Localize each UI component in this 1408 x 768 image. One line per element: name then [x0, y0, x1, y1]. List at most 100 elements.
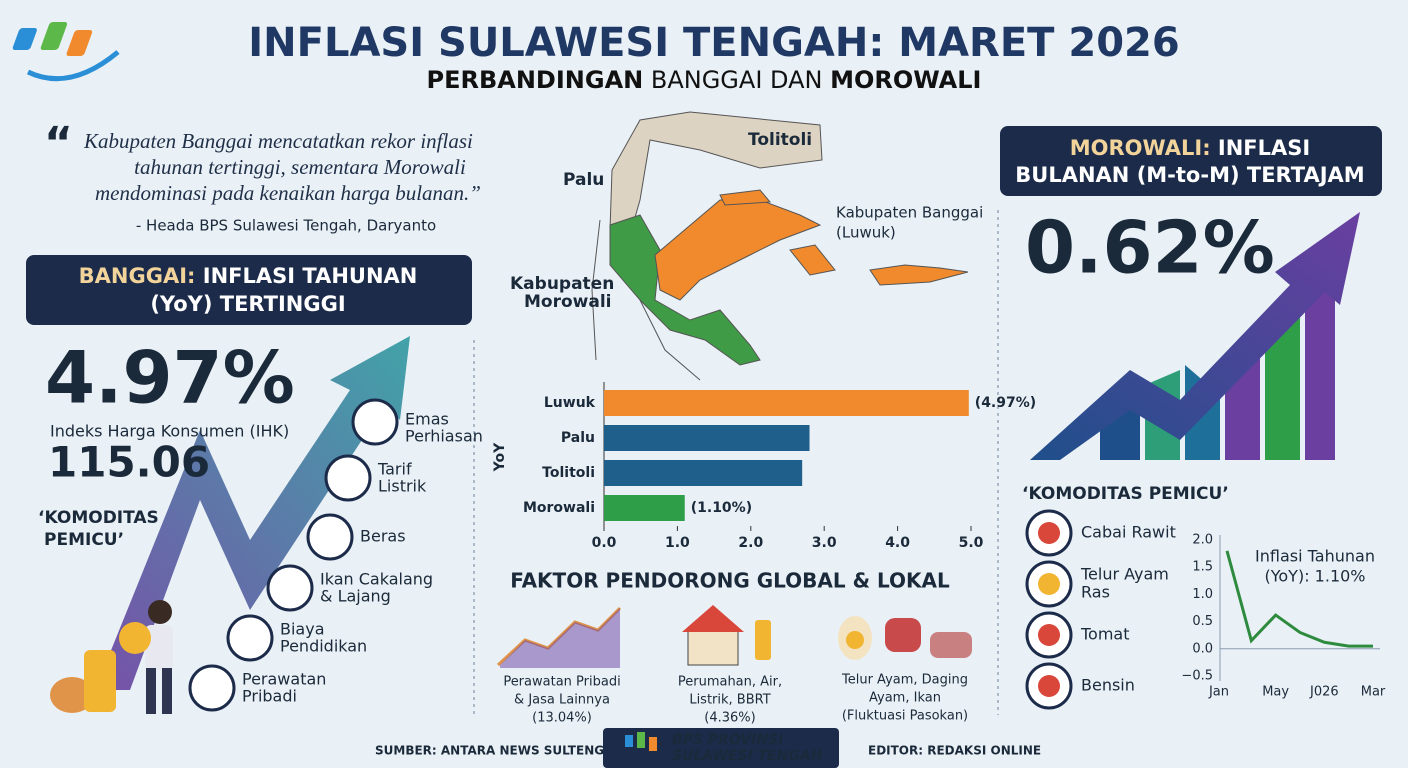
commodity-icon [266, 564, 314, 612]
commodity-label: Bensin [1081, 676, 1135, 695]
x-tick-label: May [1262, 685, 1289, 700]
bar [604, 390, 969, 416]
person-illustration [50, 600, 173, 714]
y-tick-label: −0.5 [1181, 669, 1213, 684]
commodity-label: Perawatan [242, 670, 326, 689]
commodity-label: Ras [1081, 583, 1110, 602]
commodity-icon-fill [1038, 675, 1060, 697]
footer-logo-box [603, 728, 839, 768]
commodities-title: ‘KOMODITAS PEMICU’ [1022, 484, 1229, 504]
ihk-value: 115.06 [48, 438, 210, 487]
morowali-heading: BULANAN (M-to-M) TERTAJAM [1015, 163, 1364, 187]
commodity-label: Emas [405, 410, 449, 429]
commodity-label: Tomat [1080, 625, 1130, 644]
map-label: (Luwuk) [836, 224, 896, 242]
factor-text: Perumahan, Air, [678, 675, 782, 690]
footer-logo-mark [625, 732, 657, 751]
map-label: Morowali [524, 292, 612, 312]
commodity-icon [351, 398, 399, 446]
x-tick-label: Jan [1208, 685, 1229, 700]
commodity-label: Listrik [378, 477, 427, 496]
map-label: Kabupaten [510, 274, 614, 294]
commodity-label: Telur Ayam [1080, 565, 1169, 584]
x-tick-label: 5.0 [959, 535, 984, 551]
title: INFLASI SULAWESI TENGAH: MARET 2026 [248, 20, 1179, 66]
y-tick-label: 1.0 [1192, 587, 1213, 602]
trend-arrow [95, 336, 410, 690]
commodity-label: Pribadi [242, 687, 297, 706]
commodity-label: Pendidikan [280, 637, 367, 656]
x-tick-label: 4.0 [885, 535, 910, 551]
commodities-title: PEMICU’ [44, 530, 124, 550]
footer-editor: EDITOR: REDAKSI ONLINE [868, 744, 1041, 758]
banggai-heading: BANGGAI: INFLASI TAHUNAN [79, 264, 418, 288]
factor-text: (4.36%) [704, 711, 755, 726]
factor-text: Perawatan Pribadi [503, 675, 620, 690]
commodity-label: Beras [360, 527, 406, 546]
factors-title: FAKTOR PENDORONG GLOBAL & LOKAL [510, 569, 950, 593]
y-tick-label: 0.5 [1192, 614, 1213, 629]
banggai-heading-box [26, 255, 472, 325]
commodity-icon [188, 664, 236, 712]
subtitle-part: MOROWALI [830, 66, 981, 94]
factor-text: Listrik, BBRT [689, 693, 770, 708]
subtitle-part: BANGGAI DAN [651, 66, 823, 94]
morowali-heading-box [1000, 126, 1382, 196]
category-label: Palu [561, 430, 595, 446]
commodity-label: Biaya [280, 620, 325, 639]
x-tick-label: J026 [1309, 685, 1339, 700]
annotation: Inflasi Tahunan [1255, 547, 1375, 566]
quote-mark: “ [44, 118, 73, 169]
value-label: (1.10%) [691, 500, 752, 516]
commodity-label: Cabai Rawit [1081, 523, 1176, 542]
quote-line: tahunan tertinggi, sementara Morowali [134, 155, 466, 179]
bps-logo [12, 22, 120, 82]
heading-part: INFLASI [1218, 136, 1310, 160]
subtitle-part: PERBANDINGAN [427, 66, 644, 94]
annotation: (YoY): 1.10% [1265, 567, 1366, 586]
commodity-label: Tarif [377, 460, 412, 479]
y-tick-label: 1.5 [1192, 560, 1213, 575]
ihk-label: Indeks Harga Konsumen (IHK) [50, 422, 289, 441]
factor-text: (13.04%) [532, 711, 592, 726]
x-tick-label: 1.0 [665, 535, 690, 551]
subtitle: PERBANDINGAN BANGGAI DAN MOROWALI [427, 66, 982, 94]
morowali-heading: MOROWALI: INFLASI [1070, 136, 1310, 160]
footer-logo-text: SULAWESI TENGAH [672, 748, 823, 764]
x-tick-label: 3.0 [812, 535, 837, 551]
factor-text: Ayam, Ikan [869, 691, 941, 706]
factor-text: & Jasa Lainnya [514, 693, 610, 708]
line-series [1225, 550, 1373, 648]
growth-illustration [1030, 212, 1360, 460]
value-label: (4.97%) [975, 395, 1036, 411]
commodity-label: Ikan Cakalang [320, 570, 433, 589]
heading-part: BANGGAI: [79, 264, 196, 288]
y-tick-label: 0.0 [1192, 641, 1213, 656]
category-label: Morowali [523, 500, 595, 516]
commodity-label: Perhiasan [405, 427, 483, 446]
heading-part: MOROWALI: [1070, 136, 1211, 160]
category-label: Luwuk [544, 395, 596, 411]
commodity-label: & Lajang [320, 587, 391, 606]
commodity-icon [306, 513, 354, 561]
commodity-icon [324, 454, 372, 502]
x-tick-label: Mar [1361, 685, 1386, 700]
map-label: Kabupaten Banggai [836, 204, 983, 222]
bar [604, 425, 810, 451]
footer-logo-text: BPS PROVINSI [672, 732, 783, 748]
factor-text: (Fluktuasi Pasokan) [842, 709, 968, 724]
map-label: Palu [563, 170, 604, 190]
x-tick-label: 0.0 [592, 535, 617, 551]
x-tick-label: 2.0 [738, 535, 763, 551]
quote-line: Kabupaten Banggai mencatatkan rekor infl… [83, 129, 473, 153]
factor-text: Telur Ayam, Daging [841, 673, 968, 688]
quote-line: mendominasi pada kenaikan harga bulanan.… [95, 181, 481, 205]
banggai-value: 4.97% [45, 336, 295, 420]
morowali-value: 0.62% [1025, 206, 1275, 290]
commodities-title: ‘KOMODITAS [38, 508, 159, 528]
y-axis-label: YoY [492, 442, 508, 472]
banggai-heading: (YoY) TERTINGGI [150, 292, 345, 316]
heading-part: INFLASI TAHUNAN [203, 264, 418, 288]
commodity-icon-fill [1038, 624, 1060, 646]
